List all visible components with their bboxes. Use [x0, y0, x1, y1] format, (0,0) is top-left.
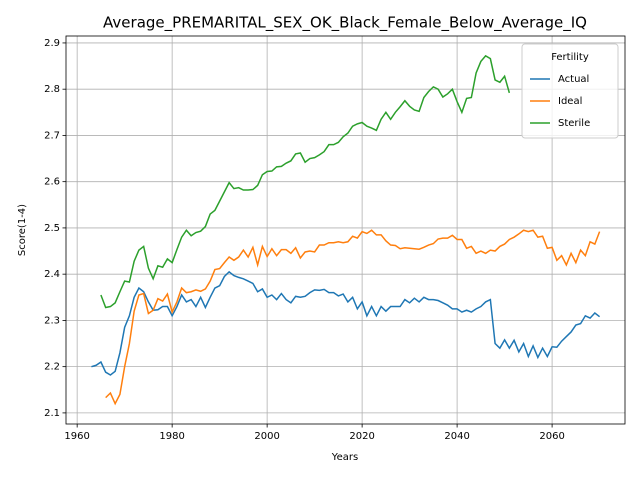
y-tick-label: 2.3 — [44, 315, 60, 326]
y-tick-label: 2.5 — [44, 223, 60, 234]
line-series — [100, 54, 511, 309]
y-tick-label: 2.9 — [44, 38, 60, 49]
legend: Fertility Actual Ideal Sterile — [521, 43, 619, 139]
x-tick-label: 2040 — [444, 431, 469, 442]
legend-label: Sterile — [558, 118, 590, 129]
axes-frame — [65, 35, 626, 425]
chart-title: Average_PREMARITAL_SEX_OK_Black_Female_B… — [103, 14, 587, 33]
y-tick-label: 2.2 — [44, 362, 60, 373]
y-tick-label: 2.7 — [44, 130, 60, 141]
y-tick-label: 2.4 — [44, 269, 60, 280]
x-tick-label: 2020 — [349, 431, 374, 442]
legend-label: Ideal — [558, 96, 582, 107]
y-axis-label: Score(1-4) — [17, 204, 28, 256]
x-axis-label: Years — [331, 452, 358, 463]
x-tick-label: 2000 — [254, 431, 279, 442]
legend-label: Actual — [558, 74, 589, 85]
line-series — [105, 229, 601, 406]
x-tick-label: 1980 — [159, 431, 184, 442]
y-tick-label: 2.1 — [44, 408, 60, 419]
line-series — [91, 270, 601, 376]
y-tick-label: 2.6 — [44, 177, 60, 188]
x-tick-label: 2060 — [539, 431, 564, 442]
legend-box — [521, 43, 619, 139]
x-tick-label: 1960 — [64, 431, 89, 442]
y-tick-label: 2.8 — [44, 84, 60, 95]
legend-title: Fertility — [551, 52, 589, 63]
